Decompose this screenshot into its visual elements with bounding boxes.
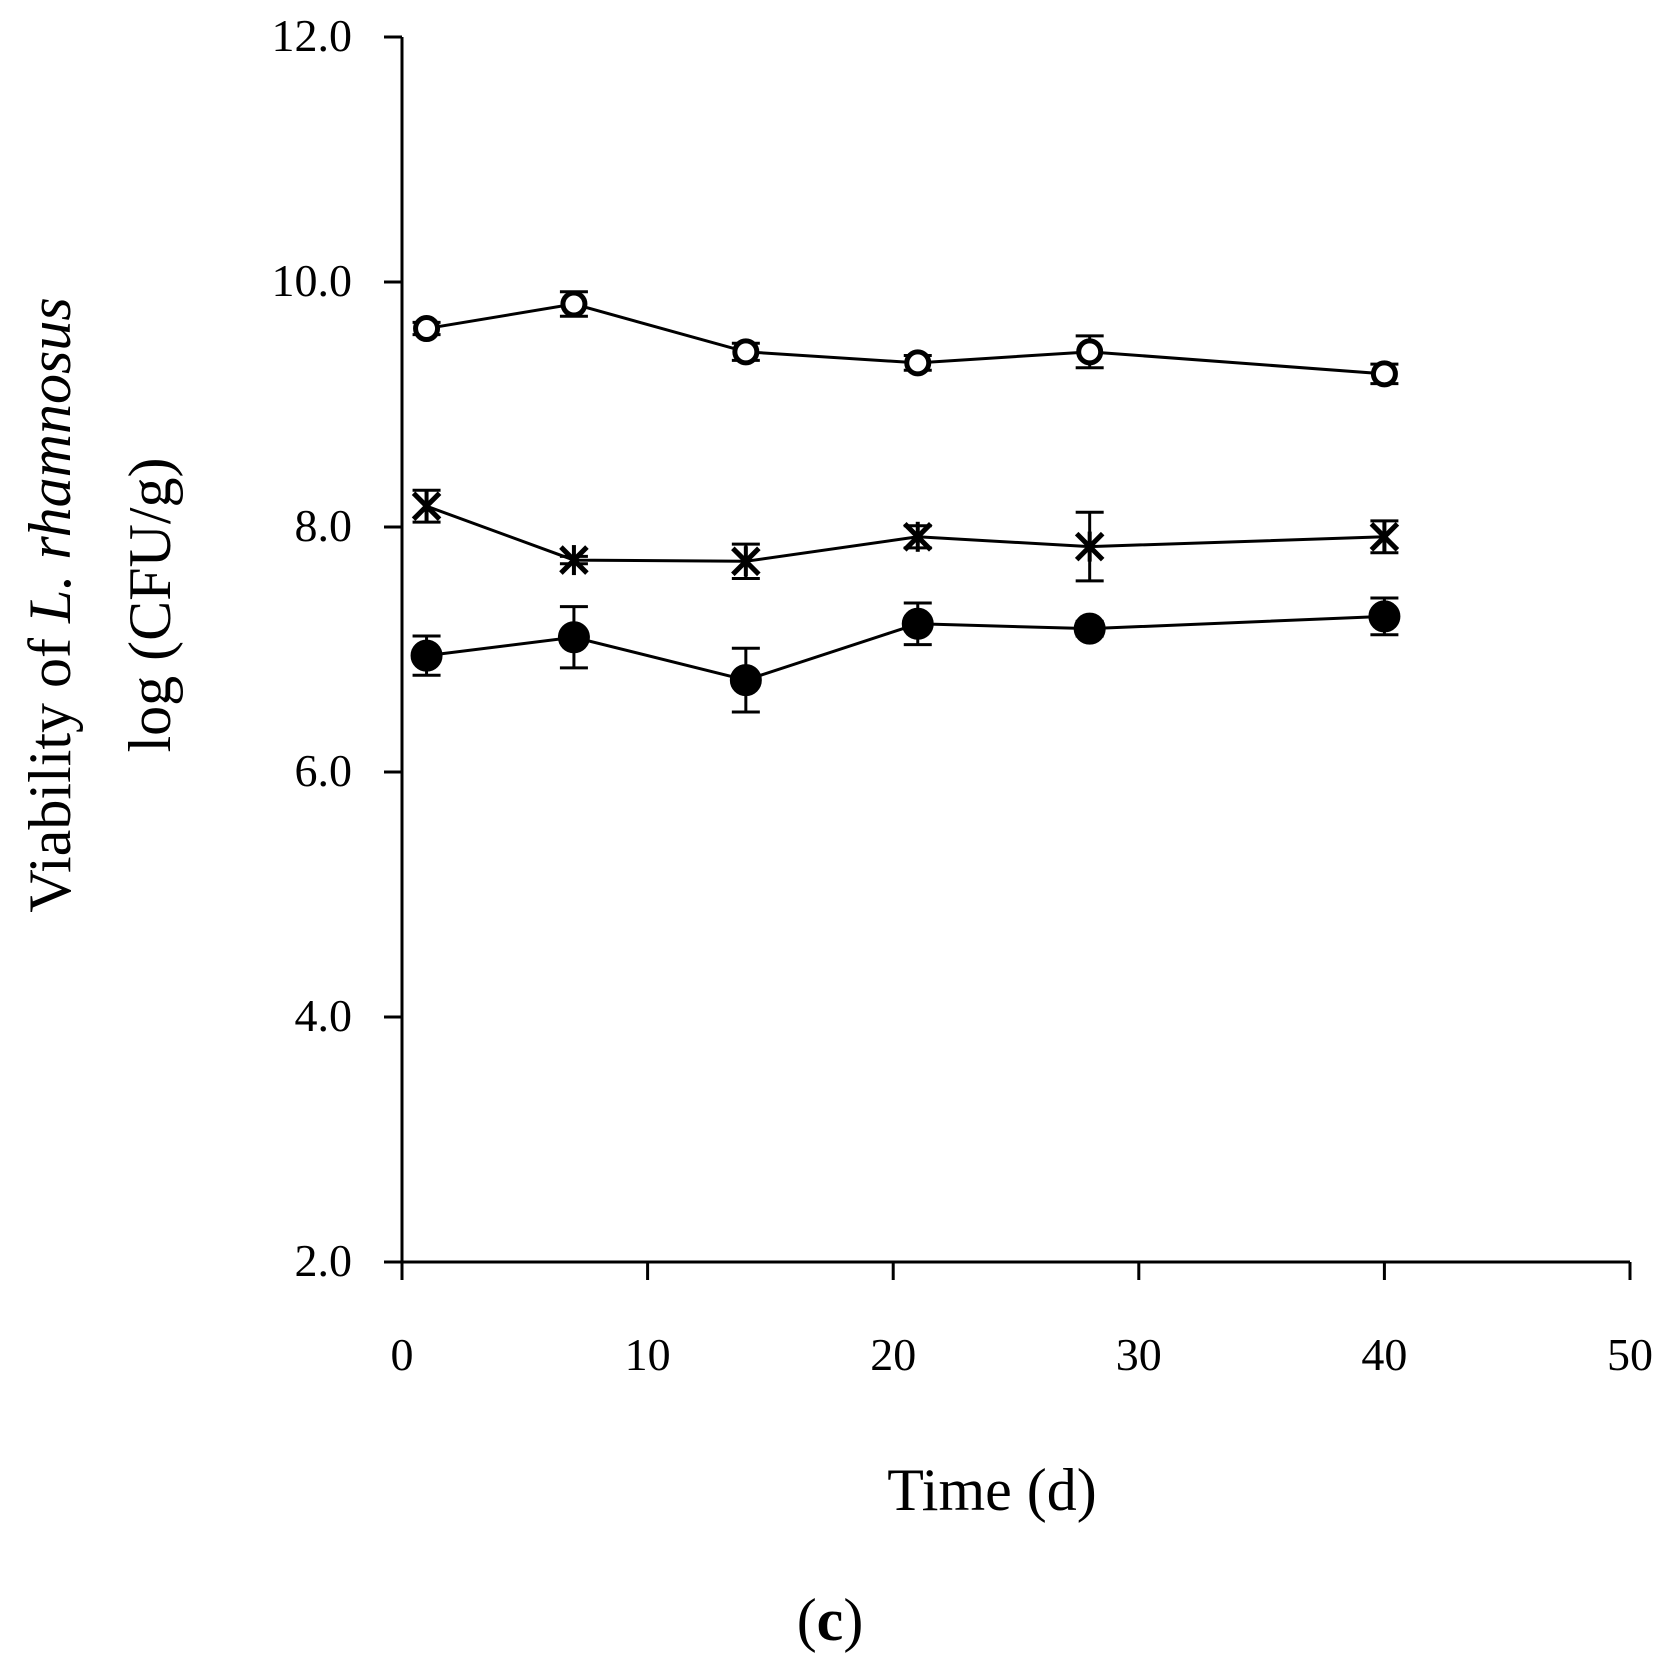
- data-point: [559, 545, 589, 576]
- x-tick-label: 0: [391, 1329, 414, 1380]
- data-point: [1076, 338, 1104, 366]
- series-asterisk: [411, 488, 1400, 583]
- data-point: [1074, 531, 1105, 562]
- y-tick-label: 10.0: [272, 255, 353, 306]
- y-axis-title-species: L. rhamnosus: [17, 297, 83, 624]
- y-tick-label: 2.0: [295, 1235, 353, 1286]
- series-layer: [410, 290, 1401, 714]
- data-point: [902, 521, 933, 552]
- series-line: [426, 614, 1385, 682]
- data-point: [1370, 360, 1398, 388]
- x-tick-label: 30: [1116, 1329, 1162, 1380]
- data-point: [729, 664, 762, 697]
- x-tick-label: 50: [1607, 1329, 1653, 1380]
- y-axis-title-prefix: Viability of: [17, 623, 83, 913]
- data-point: [1368, 600, 1401, 633]
- axes: 2.0 4.0 6.0 8.0 10.0 12.0 0 10 20 30 40 50: [272, 10, 1654, 1380]
- y-tick-label: 8.0: [295, 500, 353, 551]
- data-point: [413, 315, 441, 343]
- data-point: [410, 639, 443, 672]
- series-filled-circle: [410, 596, 1401, 714]
- x-tick-label: 20: [870, 1329, 916, 1380]
- x-tick-label: 40: [1361, 1329, 1407, 1380]
- data-point: [731, 546, 761, 577]
- data-point: [732, 338, 760, 366]
- y-axis-title: Viability of L. rhamnosus log (CFU/g): [17, 297, 183, 912]
- panel-label: (c): [797, 1587, 864, 1653]
- y-tick-label: 4.0: [295, 990, 353, 1041]
- x-tick-label: 10: [625, 1329, 671, 1380]
- data-point: [411, 491, 442, 522]
- x-axis-title: Time (d): [887, 1457, 1096, 1523]
- y-axis-title-units: log (CFU/g): [117, 457, 183, 752]
- series-line: [426, 302, 1385, 376]
- y-tick-label: 6.0: [295, 745, 353, 796]
- data-point: [1369, 521, 1400, 552]
- series-open-circle: [412, 290, 1399, 388]
- data-point: [904, 349, 932, 377]
- series-line: [426, 504, 1385, 563]
- data-point: [557, 621, 590, 654]
- data-point: [901, 607, 934, 640]
- y-tick-label: 12.0: [272, 10, 353, 61]
- data-point: [560, 290, 588, 318]
- svg-text:Viability of L. rhamnosus: Viability of L. rhamnosus: [17, 297, 83, 912]
- data-point: [1073, 612, 1106, 645]
